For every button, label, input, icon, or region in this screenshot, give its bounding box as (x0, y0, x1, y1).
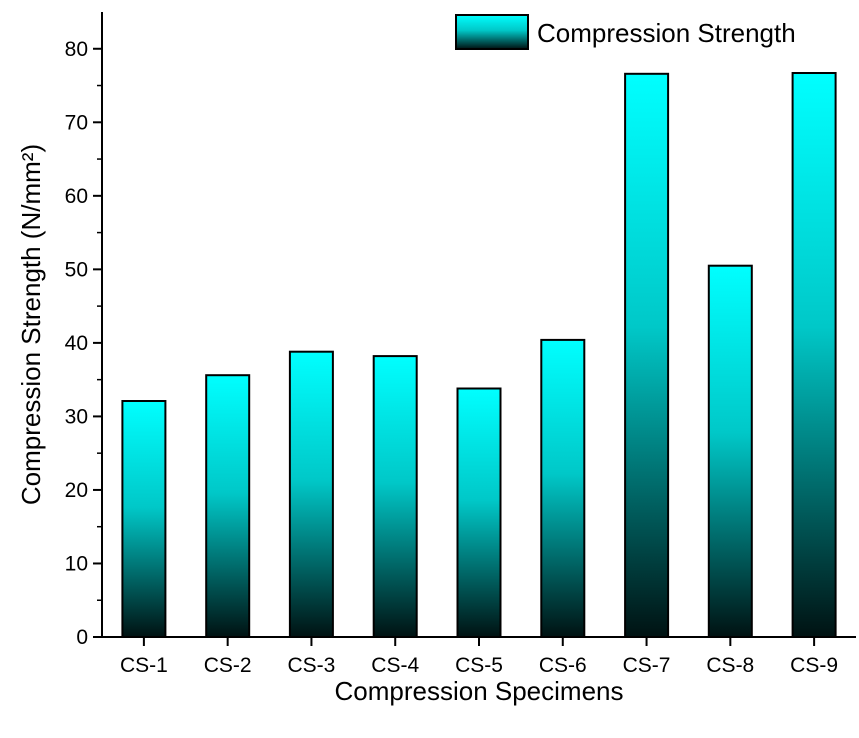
x-tick-label: CS-1 (120, 654, 168, 677)
bar-cs-9 (791, 72, 837, 638)
y-tick-label: 50 (65, 258, 88, 281)
x-tick-label: CS-3 (288, 654, 336, 677)
bar-cs-6 (540, 338, 586, 638)
x-tick-label: CS-6 (539, 654, 587, 677)
x-tick-label: CS-7 (623, 654, 671, 677)
bar-cs-4 (372, 355, 418, 638)
bar-cs-7 (624, 72, 670, 639)
x-axis-title: Compression Specimens (334, 676, 623, 706)
legend-label: Compression Strength (537, 18, 796, 48)
x-tick-label: CS-5 (455, 654, 503, 677)
y-axis-title: Compression Strength (N/mm²) (16, 144, 46, 505)
legend-swatch (455, 14, 529, 50)
y-tick-label: 20 (65, 479, 88, 502)
x-tick-label: CS-4 (371, 654, 419, 677)
y-tick-label: 0 (76, 626, 88, 649)
x-tick-label: CS-9 (790, 654, 838, 677)
bar-cs-3 (288, 350, 334, 638)
bar-cs-5 (456, 387, 502, 638)
bar-cs-1 (121, 400, 167, 638)
bars-layer (121, 72, 837, 639)
y-tick-label: 80 (65, 38, 88, 61)
x-tick-label: CS-8 (706, 654, 754, 677)
y-tick-label: 30 (65, 405, 88, 428)
y-tick-label: 40 (65, 332, 88, 355)
legend: Compression Strength (455, 14, 796, 50)
y-tick-label: 60 (65, 185, 88, 208)
x-tick-label: CS-2 (204, 654, 252, 677)
axes-layer: 0 10 20 30 40 50 60 70 80 CS-1 CS-2 CS-3 CS-4 CS-5 CS-… (65, 12, 856, 677)
y-tick-label: 10 (65, 552, 88, 575)
bar-cs-2 (205, 374, 251, 638)
bar-cs-8 (707, 264, 753, 638)
y-tick-label: 70 (65, 111, 88, 134)
